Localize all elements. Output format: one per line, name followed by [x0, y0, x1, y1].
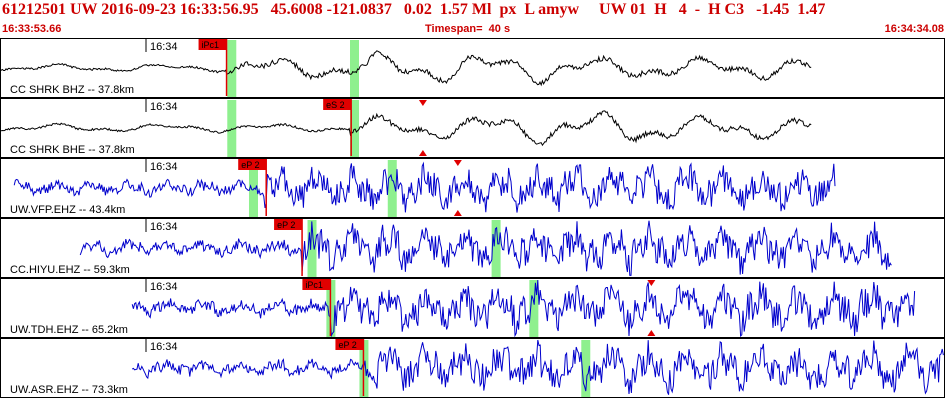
phase-pick-flag[interactable] — [274, 219, 303, 230]
time-window-marker — [491, 220, 501, 277]
trace-row[interactable]: 16:34 iPc1 CC SHRK BHZ -- 37.8km — [0, 38, 945, 98]
time-tick-label: 16:34 — [150, 161, 178, 173]
time-tick-label: 16:34 — [150, 41, 178, 53]
end-time: 16:34:34.08 — [884, 23, 944, 35]
trace-frame — [0, 158, 945, 218]
trace-frame — [0, 218, 945, 278]
time-window-marker — [581, 340, 591, 397]
amplitude-marker-top — [647, 280, 656, 286]
trace-row[interactable]: 16:34 iPc1 UW.TDH.EHZ -- 65.2km — [0, 278, 945, 338]
phase-pick-label: eP 2 — [277, 220, 295, 230]
start-time: 16:33:53.66 — [2, 23, 62, 35]
time-tick-label: 16:34 — [150, 341, 178, 353]
trace-frame — [0, 338, 945, 398]
phase-pick-flag[interactable] — [238, 159, 267, 170]
time-window-marker — [350, 100, 359, 157]
waveform-trace — [0, 110, 812, 147]
phase-pick-flag[interactable] — [302, 279, 331, 290]
time-window-marker — [387, 160, 397, 217]
waveform-trace — [79, 220, 892, 276]
amplitude-marker-top — [418, 100, 427, 106]
waveform-trace — [0, 50, 812, 87]
station-label: CC SHRK BHE -- 37.8km — [10, 144, 135, 156]
waveform-panel[interactable]: 16:34 iPc1 CC SHRK BHZ -- 37.8km 16:34 eS 2 C… — [0, 38, 946, 400]
amplitude-marker-bottom — [418, 150, 427, 156]
waveform-trace — [13, 161, 836, 213]
event-header: 61212501 UW 2016-09-23 16:33:56.95 45.60… — [0, 0, 946, 38]
station-label: CC SHRK BHZ -- 37.8km — [10, 84, 134, 96]
station-label: UW.VFP.EHZ -- 43.4km — [10, 204, 125, 216]
waveform-trace — [131, 339, 944, 395]
amplitude-marker-bottom — [647, 330, 656, 336]
trace-row[interactable]: 16:34 eP 2 UW.ASR.EHZ -- 73.3km — [0, 338, 945, 398]
phase-pick-label: eP 2 — [338, 340, 356, 350]
event-title: 61212501 UW 2016-09-23 16:33:56.95 45.60… — [2, 1, 826, 18]
station-label: UW.TDH.EHZ -- 65.2km — [10, 324, 128, 336]
phase-pick-label: eS 2 — [326, 100, 345, 110]
time-window-marker — [529, 280, 539, 337]
station-label: CC.HIYU.EHZ -- 59.3km — [10, 264, 130, 276]
trace-frame — [0, 278, 945, 338]
trace-row[interactable]: 16:34 eP 2 UW.VFP.EHZ -- 43.4km — [0, 158, 945, 218]
phase-pick-flag[interactable] — [335, 339, 364, 350]
trace-row[interactable]: 16:34 eS 2 CC SHRK BHE -- 37.8km — [0, 98, 945, 158]
phase-pick-label: eP 2 — [241, 160, 259, 170]
waveform-trace — [131, 279, 916, 338]
time-tick-label: 16:34 — [150, 281, 178, 293]
time-tick-label: 16:34 — [150, 221, 178, 233]
phase-pick-flag[interactable] — [323, 99, 352, 110]
timespan-label: Timespan= 40 s — [425, 23, 511, 35]
phase-pick-label: iPc1 — [202, 40, 220, 50]
trace-frame — [0, 98, 945, 158]
time-window-marker — [227, 40, 237, 97]
amplitude-marker-top — [453, 160, 462, 166]
phase-pick-label: iPc1 — [305, 280, 323, 290]
amplitude-marker-bottom — [453, 210, 462, 216]
trace-frame — [0, 38, 945, 98]
trace-row[interactable]: 16:34 eP 2 CC.HIYU.EHZ -- 59.3km — [0, 218, 945, 278]
time-tick-label: 16:34 — [150, 101, 178, 113]
time-window-marker — [350, 40, 359, 97]
time-window-marker — [307, 220, 317, 277]
phase-pick-flag[interactable] — [198, 39, 227, 50]
station-label: UW.ASR.EHZ -- 73.3km — [10, 384, 128, 396]
